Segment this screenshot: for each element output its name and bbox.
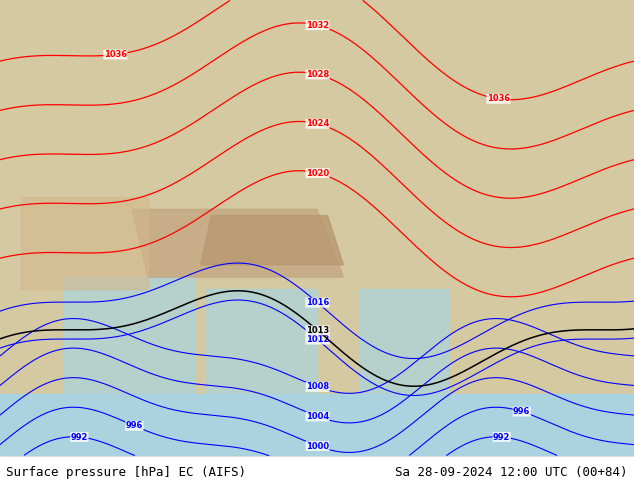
Text: 1016: 1016 (306, 298, 329, 307)
Text: 1012: 1012 (306, 335, 329, 344)
Text: 1024: 1024 (306, 119, 329, 128)
Text: 1000: 1000 (306, 441, 329, 450)
Text: 1020: 1020 (306, 169, 329, 177)
Text: 996: 996 (126, 421, 143, 430)
Text: 1036: 1036 (487, 95, 510, 103)
Text: 1004: 1004 (306, 412, 329, 421)
Polygon shape (21, 197, 148, 290)
Text: Sa 28-09-2024 12:00 UTC (00+84): Sa 28-09-2024 12:00 UTC (00+84) (395, 466, 628, 479)
Text: 996: 996 (513, 407, 531, 416)
Text: 1032: 1032 (306, 21, 329, 30)
Text: 1028: 1028 (306, 70, 329, 79)
Polygon shape (132, 209, 344, 277)
Text: 992: 992 (493, 433, 510, 441)
Polygon shape (0, 394, 634, 456)
Text: Surface pressure [hPa] EC (AIFS): Surface pressure [hPa] EC (AIFS) (6, 466, 247, 479)
Polygon shape (359, 290, 449, 413)
Text: 1008: 1008 (306, 382, 329, 392)
Polygon shape (201, 216, 344, 265)
Polygon shape (63, 277, 195, 394)
Polygon shape (206, 290, 317, 394)
Text: 1036: 1036 (104, 50, 127, 59)
Polygon shape (0, 0, 634, 394)
Text: 1013: 1013 (306, 326, 329, 335)
Text: 992: 992 (71, 433, 88, 441)
